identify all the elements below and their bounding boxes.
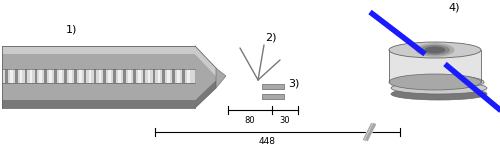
Polygon shape	[187, 69, 190, 83]
Polygon shape	[143, 69, 146, 83]
Polygon shape	[195, 46, 216, 76]
Text: 80: 80	[244, 116, 256, 125]
Polygon shape	[15, 69, 18, 83]
Polygon shape	[59, 69, 62, 83]
Polygon shape	[5, 69, 8, 83]
Polygon shape	[162, 69, 165, 83]
Polygon shape	[2, 69, 195, 83]
Polygon shape	[10, 69, 12, 83]
Polygon shape	[118, 69, 121, 83]
Polygon shape	[389, 50, 481, 82]
Polygon shape	[108, 69, 111, 83]
Polygon shape	[393, 82, 485, 88]
Polygon shape	[34, 69, 37, 83]
Polygon shape	[262, 94, 284, 99]
Polygon shape	[391, 82, 483, 88]
Ellipse shape	[420, 45, 450, 55]
Text: 4): 4)	[448, 2, 460, 12]
Text: 30: 30	[280, 116, 290, 125]
Ellipse shape	[416, 43, 455, 57]
Polygon shape	[2, 100, 195, 108]
Polygon shape	[54, 69, 57, 83]
Polygon shape	[393, 88, 485, 94]
Polygon shape	[216, 68, 226, 88]
Polygon shape	[30, 69, 32, 83]
Polygon shape	[138, 69, 140, 83]
Polygon shape	[24, 69, 28, 83]
Ellipse shape	[424, 46, 446, 54]
Polygon shape	[114, 69, 116, 83]
Polygon shape	[20, 69, 22, 83]
Polygon shape	[262, 84, 284, 89]
Polygon shape	[2, 46, 195, 54]
Polygon shape	[158, 69, 160, 83]
Ellipse shape	[389, 74, 481, 90]
Polygon shape	[98, 69, 101, 83]
Polygon shape	[172, 69, 175, 83]
Ellipse shape	[391, 88, 487, 100]
Ellipse shape	[389, 42, 481, 58]
Polygon shape	[195, 80, 216, 108]
Polygon shape	[177, 69, 180, 83]
Polygon shape	[44, 69, 47, 83]
Polygon shape	[2, 83, 195, 100]
Polygon shape	[79, 69, 82, 83]
Polygon shape	[88, 69, 92, 83]
Polygon shape	[395, 88, 487, 94]
Polygon shape	[168, 69, 170, 83]
Polygon shape	[50, 69, 52, 83]
Ellipse shape	[391, 82, 487, 94]
Polygon shape	[148, 69, 150, 83]
Polygon shape	[128, 69, 130, 83]
Polygon shape	[123, 69, 126, 83]
Polygon shape	[2, 54, 195, 100]
Polygon shape	[40, 69, 42, 83]
Polygon shape	[104, 69, 106, 83]
Polygon shape	[94, 69, 96, 83]
Text: 448: 448	[259, 137, 276, 146]
Polygon shape	[69, 69, 71, 83]
Polygon shape	[195, 54, 216, 100]
Polygon shape	[84, 69, 86, 83]
Polygon shape	[133, 69, 136, 83]
Text: 2): 2)	[265, 32, 276, 42]
Polygon shape	[152, 69, 156, 83]
Ellipse shape	[390, 75, 484, 89]
Text: 3): 3)	[288, 79, 300, 89]
Polygon shape	[182, 69, 185, 83]
Text: 1): 1)	[66, 24, 78, 34]
Polygon shape	[74, 69, 76, 83]
Polygon shape	[64, 69, 67, 83]
Polygon shape	[2, 54, 195, 69]
